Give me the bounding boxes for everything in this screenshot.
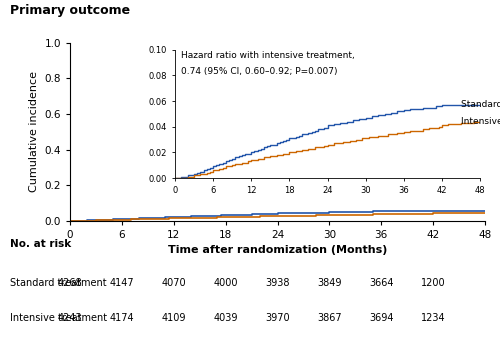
Text: 4243: 4243: [58, 313, 82, 323]
Text: 4174: 4174: [110, 313, 134, 323]
Text: 4147: 4147: [110, 278, 134, 288]
Text: 0.74 (95% CI, 0.60–0.92; P=0.007): 0.74 (95% CI, 0.60–0.92; P=0.007): [181, 67, 338, 75]
Text: 3694: 3694: [369, 313, 394, 323]
Text: 4039: 4039: [214, 313, 238, 323]
Text: 4109: 4109: [162, 313, 186, 323]
Y-axis label: Cumulative incidence: Cumulative incidence: [29, 71, 39, 192]
Text: Intensive treatment: Intensive treatment: [10, 313, 107, 323]
Text: No. at risk: No. at risk: [10, 239, 72, 248]
Text: 3664: 3664: [369, 278, 394, 288]
Text: 1234: 1234: [421, 313, 446, 323]
Text: 3970: 3970: [265, 313, 290, 323]
Text: Standard treatment: Standard treatment: [10, 278, 106, 288]
Text: 4268: 4268: [58, 278, 82, 288]
Text: Primary outcome: Primary outcome: [10, 4, 130, 17]
Text: 3849: 3849: [317, 278, 342, 288]
Text: 4070: 4070: [162, 278, 186, 288]
Text: 3938: 3938: [265, 278, 289, 288]
Text: 4000: 4000: [214, 278, 238, 288]
X-axis label: Time after randomization (Months): Time after randomization (Months): [168, 245, 387, 255]
Text: 3867: 3867: [317, 313, 342, 323]
Text: Intensive treatment: Intensive treatment: [461, 117, 500, 126]
Text: Standard treatment: Standard treatment: [461, 100, 500, 109]
Text: 1200: 1200: [421, 278, 446, 288]
Text: Hazard ratio with intensive treatment,: Hazard ratio with intensive treatment,: [181, 51, 355, 60]
